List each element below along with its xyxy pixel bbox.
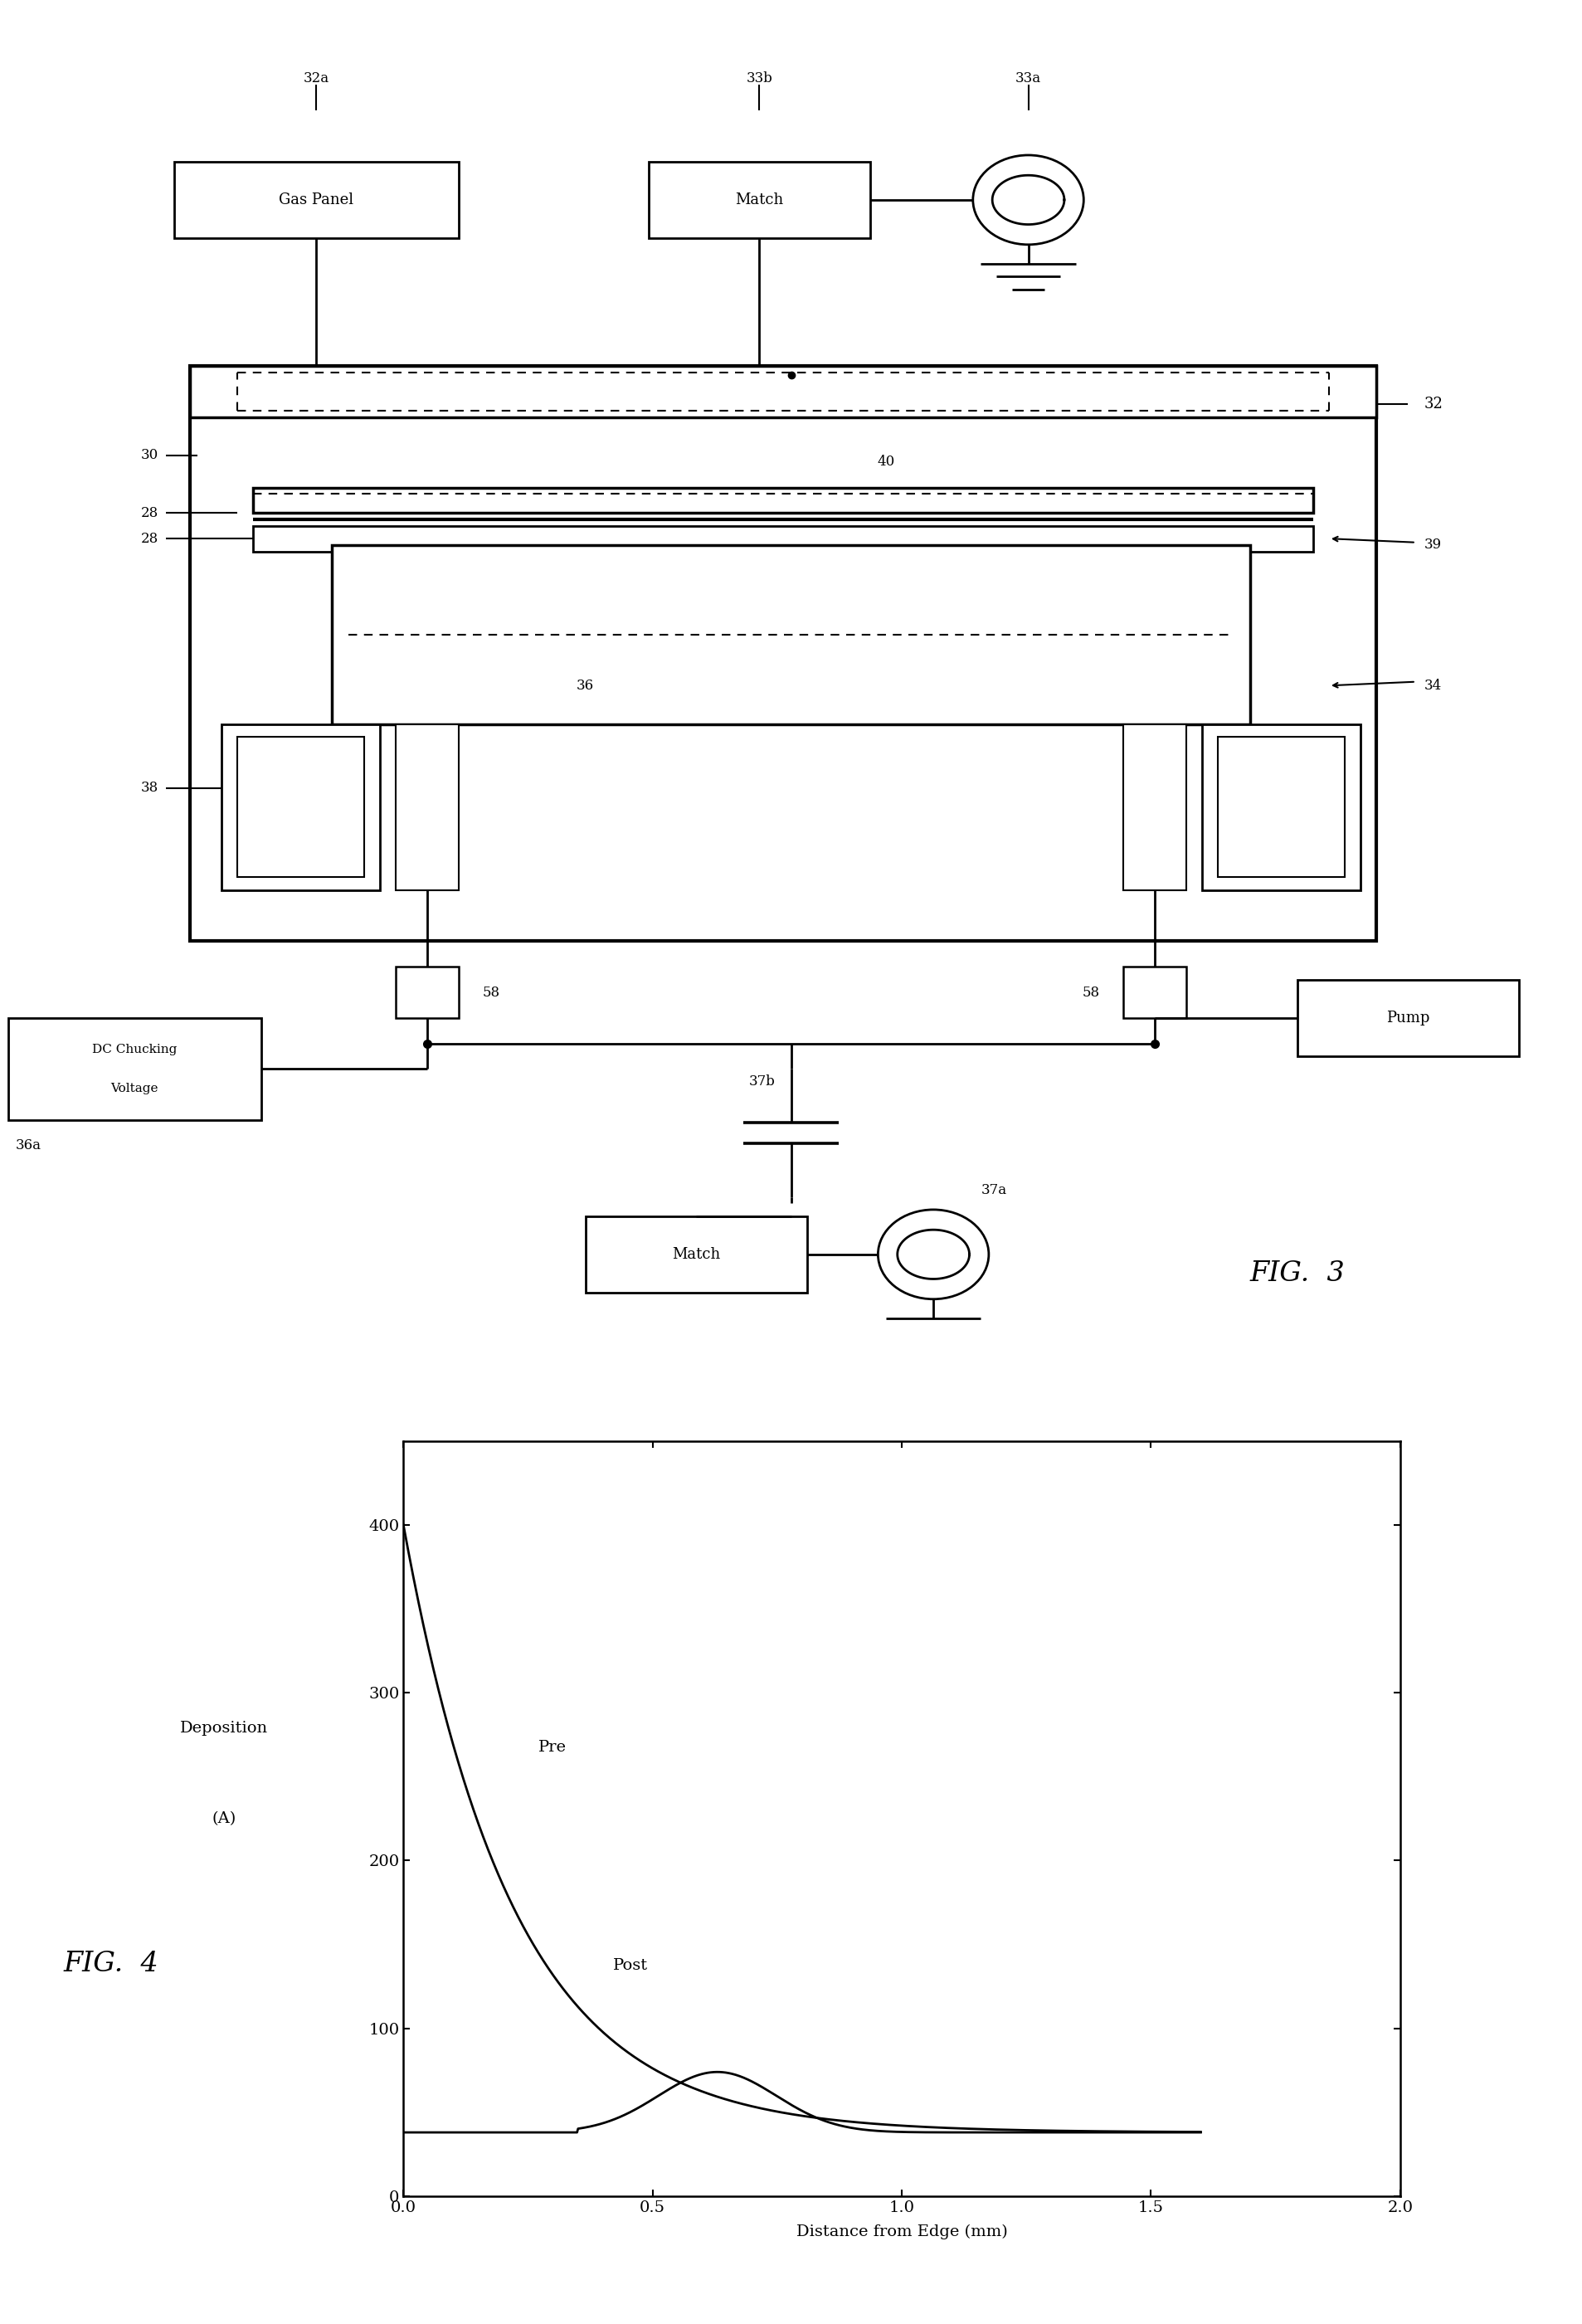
Bar bbox=[253, 488, 1313, 514]
Text: Voltage: Voltage bbox=[111, 1083, 158, 1095]
Text: 36: 36 bbox=[576, 679, 595, 693]
Bar bbox=[396, 723, 459, 890]
Text: 39: 39 bbox=[1424, 537, 1441, 553]
Bar bbox=[1202, 723, 1361, 890]
Text: 32: 32 bbox=[1424, 397, 1443, 411]
Text: 28: 28 bbox=[141, 532, 158, 546]
Text: (A): (A) bbox=[212, 1810, 236, 1827]
Text: Gas Panel: Gas Panel bbox=[278, 193, 354, 207]
Text: Post: Post bbox=[612, 1959, 647, 1973]
Bar bbox=[649, 160, 870, 237]
Bar bbox=[174, 160, 459, 237]
Bar bbox=[190, 367, 1376, 941]
Bar bbox=[8, 1018, 261, 1120]
Text: FIG.  3: FIG. 3 bbox=[1250, 1260, 1345, 1287]
Bar bbox=[253, 525, 1313, 551]
Text: 37a: 37a bbox=[981, 1183, 1006, 1197]
Text: 58: 58 bbox=[1082, 985, 1099, 999]
Bar bbox=[585, 1215, 807, 1292]
Text: 34: 34 bbox=[1424, 679, 1441, 693]
Text: Match: Match bbox=[736, 193, 783, 207]
Text: FIG.  4: FIG. 4 bbox=[63, 1950, 158, 1978]
Bar bbox=[332, 544, 1250, 725]
Bar bbox=[1218, 737, 1345, 876]
Text: 28: 28 bbox=[141, 507, 158, 521]
Bar bbox=[1123, 723, 1186, 890]
Bar bbox=[221, 723, 380, 890]
Bar bbox=[396, 967, 459, 1018]
Text: 58: 58 bbox=[483, 985, 500, 999]
Bar bbox=[190, 365, 1376, 416]
Bar bbox=[1123, 967, 1186, 1018]
Text: 32a: 32a bbox=[304, 72, 329, 86]
Text: Deposition: Deposition bbox=[180, 1720, 267, 1736]
X-axis label: Distance from Edge (mm): Distance from Edge (mm) bbox=[796, 2224, 1008, 2240]
Text: 37b: 37b bbox=[748, 1074, 775, 1090]
Text: 38: 38 bbox=[141, 781, 158, 795]
Text: Pre: Pre bbox=[538, 1741, 566, 1755]
Text: 30: 30 bbox=[141, 449, 158, 462]
Bar bbox=[237, 737, 364, 876]
Text: Pump: Pump bbox=[1386, 1011, 1430, 1025]
Text: 33a: 33a bbox=[1016, 72, 1041, 86]
Text: 40: 40 bbox=[876, 456, 895, 469]
Text: 33b: 33b bbox=[747, 72, 772, 86]
Text: Match: Match bbox=[672, 1248, 720, 1262]
Text: 36a: 36a bbox=[16, 1139, 41, 1153]
Text: DC Chucking: DC Chucking bbox=[92, 1043, 177, 1055]
Bar bbox=[1297, 981, 1519, 1055]
